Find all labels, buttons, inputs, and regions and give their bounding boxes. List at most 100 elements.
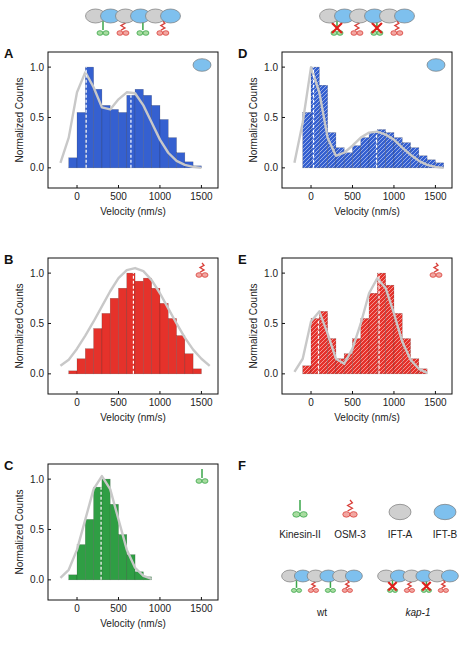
histogram-bar (94, 89, 102, 168)
motor-head (297, 588, 302, 592)
x-axis-title: Velocity (nm/s) (100, 412, 166, 423)
ift-complex (193, 59, 211, 72)
y-axis-title: Normalized Counts (248, 283, 259, 368)
motor-head (313, 588, 318, 592)
y-tick-label: 0.5 (30, 524, 44, 535)
y-tick (48, 323, 51, 324)
y-tick-label: 0.5 (264, 112, 278, 123)
y-tick-label: 0.5 (30, 112, 44, 123)
histogram-bar (336, 148, 344, 168)
histogram-bar (118, 112, 126, 167)
knockout-cross (372, 23, 382, 33)
knockout-cross (388, 582, 397, 591)
histogram-bar (118, 288, 126, 374)
plot-frame (48, 464, 218, 600)
histogram-bar (85, 519, 93, 579)
panel-label: A (4, 46, 14, 61)
knockout-cross (372, 23, 382, 33)
x-tick-label: 1500 (424, 191, 447, 202)
plot-frame (282, 258, 452, 394)
x-tick-label: 500 (110, 603, 127, 614)
peak-line (376, 133, 377, 168)
motor-head (137, 31, 143, 36)
stalk (201, 469, 203, 478)
x-tick-label: 1000 (383, 191, 406, 202)
motor-head (308, 588, 313, 592)
stalk (296, 580, 298, 588)
x-tick-label: 1000 (149, 191, 172, 202)
legend-item-label: IFT-A (388, 529, 413, 540)
ift-complex (427, 59, 445, 72)
x-tick (159, 185, 160, 188)
wt-train (86, 9, 181, 35)
y-tick (48, 67, 51, 68)
knockout-cross (332, 23, 342, 33)
histogram-bar (185, 354, 193, 374)
histogram-bar (102, 313, 110, 373)
panel: 0500100015000.00.51.0Velocity (nm/s)Norm… (4, 458, 218, 629)
motor-head (404, 588, 409, 592)
legend-item-label: OSM-3 (334, 529, 366, 540)
kinesin-ii-icon (196, 469, 208, 483)
y-tick-label: 1.0 (30, 62, 44, 73)
y-axis-title: Normalized Counts (14, 283, 25, 368)
kinesin-ii-icon (97, 21, 109, 35)
peak-line (100, 487, 101, 580)
panel-label: B (4, 252, 13, 267)
histogram-bar (369, 293, 377, 374)
motor-head (351, 31, 357, 36)
motor-head (325, 588, 330, 592)
histogram-bar (303, 366, 311, 374)
motor-head (196, 273, 202, 278)
osm-3-icon (391, 21, 403, 35)
motor-head (291, 588, 296, 592)
y-tick-label: 0.0 (30, 162, 44, 173)
y-tick-label: 0.0 (30, 368, 44, 379)
histogram-bar (143, 278, 151, 374)
plot-area (294, 67, 443, 168)
peak-line (318, 318, 319, 373)
x-tick (118, 185, 119, 188)
x-tick-label: 0 (74, 603, 80, 614)
histogram-bar (77, 545, 85, 580)
plot-area (60, 268, 209, 374)
histogram-bar (69, 371, 77, 374)
osm-3-icon (157, 21, 169, 35)
ift-complex (345, 570, 362, 582)
fit-curve (294, 67, 443, 168)
stalk (434, 263, 438, 272)
panel-label: E (238, 252, 247, 267)
x-tick-label: 500 (344, 397, 361, 408)
x-tick-label: 1500 (424, 397, 447, 408)
knockout-cross (388, 582, 397, 591)
histogram-bar (127, 273, 135, 374)
ift-complex (395, 9, 415, 23)
y-tick-label: 1.0 (30, 268, 44, 279)
motor-head (357, 31, 363, 36)
histogram-bar (311, 318, 319, 373)
y-tick-label: 1.0 (264, 62, 278, 73)
x-axis-title: Velocity (nm/s) (334, 206, 400, 217)
peak-line (86, 67, 87, 168)
osm-3-icon (343, 500, 357, 517)
motor-head (342, 588, 347, 592)
y-tick-label: 0.0 (30, 574, 44, 585)
x-tick-label: 500 (110, 397, 127, 408)
y-tick (282, 273, 285, 274)
stalk (299, 500, 301, 511)
histogram-bar (177, 336, 185, 374)
y-tick (48, 373, 51, 374)
motor-head (300, 512, 307, 518)
motor-head (293, 512, 300, 518)
fit-curve (60, 268, 209, 366)
strain-label: wt (316, 607, 327, 618)
peak-line (130, 95, 131, 168)
knockout-cross (422, 582, 431, 591)
motor-head (163, 31, 169, 36)
stalk (161, 21, 165, 30)
x-tick (352, 185, 353, 188)
histogram-bar (160, 303, 168, 374)
histogram-bar (127, 95, 135, 168)
x-tick (77, 391, 78, 394)
histogram-bar (77, 359, 85, 374)
